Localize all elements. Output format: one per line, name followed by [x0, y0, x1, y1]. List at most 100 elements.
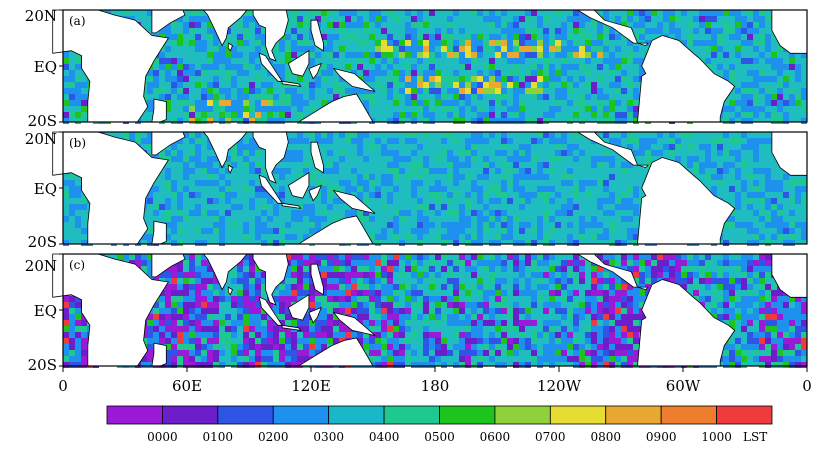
- phase-cell: [639, 144, 645, 150]
- phase-cell: [555, 222, 561, 228]
- phase-cell: [189, 210, 195, 216]
- phase-cell: [543, 332, 549, 338]
- phase-cell: [405, 138, 411, 144]
- phase-cell: [495, 168, 501, 174]
- phase-cell: [741, 88, 747, 94]
- phase-cell: [801, 198, 807, 204]
- phase-cell: [309, 290, 315, 296]
- phase-cell: [381, 58, 387, 64]
- phase-cell: [429, 88, 435, 94]
- phase-cell: [255, 308, 261, 314]
- phase-cell: [363, 284, 369, 290]
- phase-cell: [243, 156, 249, 162]
- phase-cell: [723, 162, 729, 168]
- phase-cell: [525, 174, 531, 180]
- phase-cell: [609, 302, 615, 308]
- phase-cell: [801, 362, 807, 368]
- phase-cell: [321, 296, 327, 302]
- phase-cell: [759, 16, 765, 22]
- phase-cell: [423, 156, 429, 162]
- phase-cell: [513, 266, 519, 272]
- phase-cell: [261, 210, 267, 216]
- phase-cell: [309, 204, 315, 210]
- phase-cell: [363, 186, 369, 192]
- phase-cell: [621, 254, 627, 260]
- phase-cell: [309, 106, 315, 112]
- phase-cell: [75, 362, 81, 368]
- phase-cell: [573, 82, 579, 88]
- phase-cell: [201, 46, 207, 52]
- phase-cell: [75, 308, 81, 314]
- phase-cell: [267, 326, 273, 332]
- phase-cell: [537, 216, 543, 222]
- phase-cell: [327, 320, 333, 326]
- phase-cell: [327, 284, 333, 290]
- phase-cell: [567, 34, 573, 40]
- phase-cell: [501, 216, 507, 222]
- phase-cell: [189, 266, 195, 272]
- phase-cell: [579, 266, 585, 272]
- phase-cell: [63, 296, 69, 302]
- phase-cell: [453, 162, 459, 168]
- phase-cell: [207, 112, 213, 118]
- phase-cell: [69, 88, 75, 94]
- phase-cell: [549, 272, 555, 278]
- phase-cell: [519, 266, 525, 272]
- phase-cell: [207, 210, 213, 216]
- phase-cell: [513, 112, 519, 118]
- phase-cell: [759, 234, 765, 240]
- phase-cell: [465, 216, 471, 222]
- phase-cell: [369, 302, 375, 308]
- phase-cell: [447, 82, 453, 88]
- phase-cell: [363, 28, 369, 34]
- phase-cell: [189, 28, 195, 34]
- phase-cell: [357, 64, 363, 70]
- phase-cell: [555, 302, 561, 308]
- phase-cell: [183, 284, 189, 290]
- phase-cell: [549, 216, 555, 222]
- phase-cell: [207, 302, 213, 308]
- phase-cell: [519, 58, 525, 64]
- phase-cell: [489, 338, 495, 344]
- phase-cell: [537, 94, 543, 100]
- phase-cell: [423, 52, 429, 58]
- phase-cell: [231, 350, 237, 356]
- phase-cell: [597, 88, 603, 94]
- phase-cell: [495, 118, 501, 124]
- phase-cell: [465, 40, 471, 46]
- phase-cell: [333, 266, 339, 272]
- phase-cell: [375, 82, 381, 88]
- phase-cell: [207, 34, 213, 40]
- colorbar-box: [716, 405, 773, 425]
- phase-cell: [267, 332, 273, 338]
- phase-cell: [171, 22, 177, 28]
- phase-cell: [483, 88, 489, 94]
- phase-cell: [765, 362, 771, 368]
- phase-cell: [423, 338, 429, 344]
- phase-cell: [399, 284, 405, 290]
- phase-cell: [255, 278, 261, 284]
- land-shape: [287, 293, 310, 321]
- phase-cell: [429, 118, 435, 124]
- phase-cell: [537, 168, 543, 174]
- phase-cell: [219, 216, 225, 222]
- phase-cell: [201, 228, 207, 234]
- phase-cell: [195, 70, 201, 76]
- phase-cell: [195, 332, 201, 338]
- phase-cell: [243, 28, 249, 34]
- phase-cell: [621, 332, 627, 338]
- phase-cell: [441, 40, 447, 46]
- phase-cell: [627, 204, 633, 210]
- phase-cell: [369, 344, 375, 350]
- land-shape: [308, 184, 323, 202]
- phase-cell: [141, 362, 147, 368]
- phase-cell: [177, 314, 183, 320]
- phase-cell: [603, 362, 609, 368]
- phase-cell: [255, 76, 261, 82]
- phase-cell: [387, 168, 393, 174]
- phase-cell: [483, 260, 489, 266]
- phase-cell: [489, 210, 495, 216]
- phase-cell: [375, 186, 381, 192]
- phase-cell: [675, 278, 681, 284]
- phase-cell: [219, 88, 225, 94]
